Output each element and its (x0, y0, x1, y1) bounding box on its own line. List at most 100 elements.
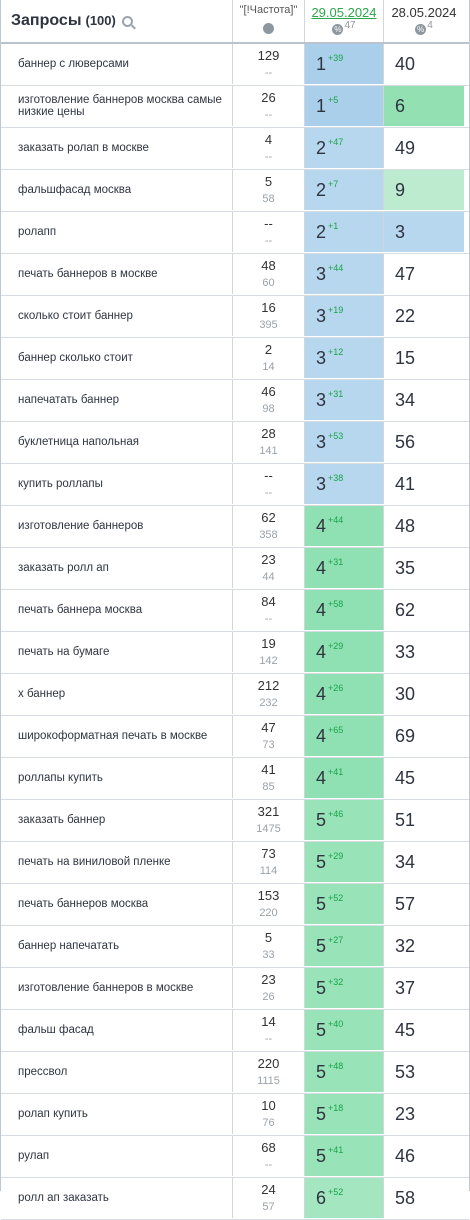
query-text[interactable]: роллапы купить (1, 758, 233, 798)
search-icon[interactable] (121, 15, 133, 27)
frequency-exact: 220 (259, 907, 278, 919)
frequency-exact: -- (264, 151, 273, 163)
frequency-cell: 46 98 (233, 380, 305, 420)
frequency-cell: 4 -- (233, 128, 305, 168)
query-text[interactable]: фальш фасад (1, 1010, 233, 1050)
frequency-header[interactable]: "[!Частота]" (233, 0, 305, 42)
query-text[interactable]: печать на виниловой пленке (1, 842, 233, 882)
position-value: 5 (316, 1061, 327, 1082)
frequency-cell: 28 141 (233, 422, 305, 462)
frequency-value: 16 (261, 300, 276, 315)
position-prev-value: 62 (395, 599, 416, 620)
position-current: 3 +12 (305, 338, 384, 378)
position-prev-value: 45 (395, 767, 416, 788)
position-previous: 45 (384, 1010, 464, 1050)
query-text[interactable]: ролл ап заказать (1, 1178, 233, 1218)
position-delta: +7 (328, 179, 339, 189)
table-row: ролапп -- -- 2 +1 3 (1, 212, 469, 254)
frequency-cell: 153 220 (233, 884, 305, 924)
table-row: фальшфасад москва 5 58 2 +7 9 (1, 170, 469, 212)
query-text[interactable]: печать на бумаге (1, 632, 233, 672)
frequency-exact: -- (264, 67, 273, 79)
date-column-active[interactable]: 29.05.2024 % 47 (305, 0, 384, 42)
position-prev-value: 48 (395, 515, 416, 536)
position-current: 3 +38 (305, 464, 384, 504)
query-text[interactable]: сколько стоит баннер (1, 296, 233, 336)
query-text[interactable]: баннер сколько стоит (1, 338, 233, 378)
position-current: 5 +48 (305, 1052, 384, 1092)
position-value: 4 (316, 683, 327, 704)
position-delta: +53 (328, 431, 344, 441)
percent-icon: % (332, 24, 344, 35)
position-value: 4 (316, 641, 327, 662)
position-prev-value: 35 (395, 557, 416, 578)
frequency-cell: -- -- (233, 212, 305, 252)
position-value: 1 (316, 53, 327, 74)
position-prev-value: 57 (395, 893, 416, 914)
date-column-prev[interactable]: 28.05.2024 % 4 (384, 0, 464, 42)
query-text[interactable]: изготовление баннеров москва самые низки… (1, 86, 233, 126)
position-value: 3 (316, 263, 327, 284)
position-prev-value: 69 (395, 725, 416, 746)
query-text[interactable]: печать баннера москва (1, 590, 233, 630)
position-previous: 22 (384, 296, 464, 336)
query-text[interactable]: баннер с люверсами (1, 44, 233, 84)
position-current: 4 +29 (305, 632, 384, 672)
table-row: изготовление баннеров в москве 23 26 5 +32 37 (1, 968, 469, 1010)
query-text[interactable]: печать баннеров москва (1, 884, 233, 924)
query-text[interactable]: ролапп (1, 212, 233, 252)
query-text[interactable]: заказать ролл ап (1, 548, 233, 588)
frequency-value: 220 (257, 1056, 280, 1071)
query-text[interactable]: фальшфасад москва (1, 170, 233, 210)
position-prev-value: 15 (395, 347, 416, 368)
table-row: ролап купить 10 76 5 +18 23 (1, 1094, 469, 1136)
query-text[interactable]: буклетница напольная (1, 422, 233, 462)
query-text[interactable]: широкоформатная печать в москве (1, 716, 233, 756)
query-text[interactable]: печать баннеров в москве (1, 254, 233, 294)
position-previous: 57 (384, 884, 464, 924)
frequency-exact: 232 (259, 697, 278, 709)
position-delta: +12 (328, 347, 344, 357)
frequency-value: 153 (257, 888, 280, 903)
frequency-cell: 23 44 (233, 548, 305, 588)
query-text[interactable]: ролап купить (1, 1094, 233, 1134)
query-text[interactable]: изготовление баннеров в москве (1, 968, 233, 1008)
query-text[interactable]: рулап (1, 1136, 233, 1176)
query-text[interactable]: х баннер (1, 674, 233, 714)
frequency-exact: 395 (259, 319, 278, 331)
position-delta: +29 (328, 641, 344, 651)
query-text[interactable]: купить роллапы (1, 464, 233, 504)
position-previous: 34 (384, 842, 464, 882)
frequency-value: 23 (261, 972, 276, 987)
position-current: 3 +53 (305, 422, 384, 462)
position-prev-value: 22 (395, 305, 416, 326)
position-value: 3 (316, 473, 327, 494)
query-text[interactable]: изготовление баннеров (1, 506, 233, 546)
query-text[interactable]: заказать баннер (1, 800, 233, 840)
position-previous: 9 (384, 170, 464, 210)
table-row: печать баннера москва 84 -- 4 +58 62 (1, 590, 469, 632)
query-text[interactable]: напечатать баннер (1, 380, 233, 420)
query-text[interactable]: прессвол (1, 1052, 233, 1092)
position-prev-value: 49 (395, 137, 416, 158)
query-text[interactable]: баннер напечатать (1, 926, 233, 966)
frequency-cell: 321 1475 (233, 800, 305, 840)
query-text[interactable]: заказать ролап в москве (1, 128, 233, 168)
position-previous: 49 (384, 128, 464, 168)
frequency-cell: 24 57 (233, 1178, 305, 1218)
date-link-active[interactable]: 29.05.2024 (311, 5, 377, 20)
table-row: фальш фасад 14 -- 5 +40 45 (1, 1010, 469, 1052)
table-row: печать на виниловой пленке 73 114 5 +29 34 (1, 842, 469, 884)
frequency-cell: 84 -- (233, 590, 305, 630)
position-delta: +46 (328, 809, 344, 819)
position-current: 1 +39 (305, 44, 384, 84)
queries-header[interactable]: Запросы (100) (1, 0, 233, 42)
position-prev-value: 53 (395, 1061, 416, 1082)
position-value: 2 (316, 137, 327, 158)
frequency-cell: 220 1115 (233, 1052, 305, 1092)
frequency-exact: 1115 (257, 1075, 280, 1087)
frequency-value: 321 (257, 804, 280, 819)
date-link-prev[interactable]: 28.05.2024 (391, 5, 457, 20)
position-prev-value: 37 (395, 977, 416, 998)
frequency-exact: 58 (262, 193, 275, 205)
